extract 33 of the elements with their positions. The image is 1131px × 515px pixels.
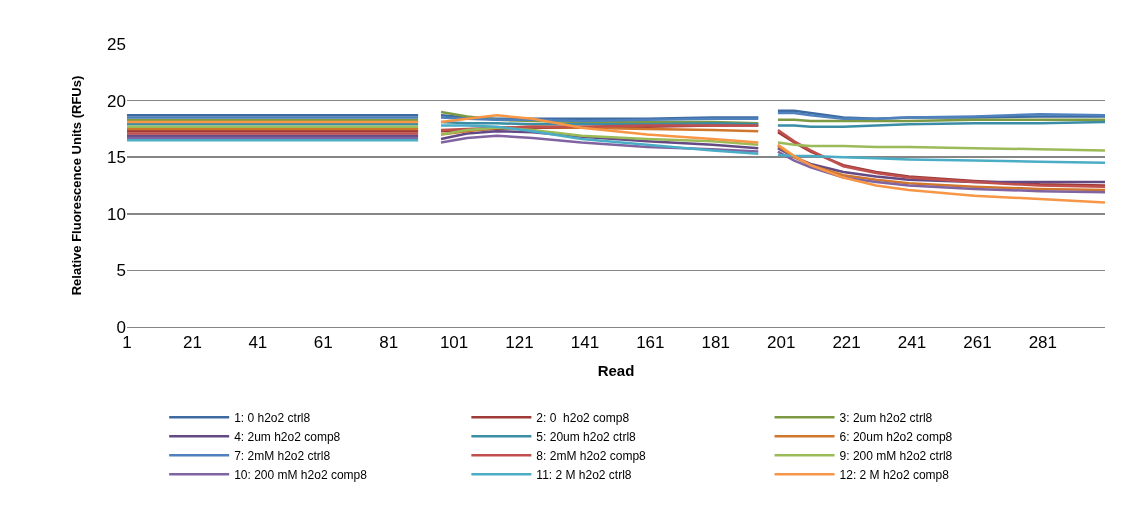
- legend-label: 5: 20um h2o2 ctrl8: [536, 430, 637, 445]
- legend-label: 11: 2 M h2o2 ctrl8: [536, 468, 632, 483]
- x-tick-label: 21: [182, 333, 202, 353]
- x-tick-label: 141: [570, 333, 600, 353]
- x-tick-label: 161: [636, 333, 665, 353]
- legend-label: 8: 2mM h2o2 comp8: [536, 449, 647, 464]
- y-tick-label: 5: [116, 261, 126, 281]
- y-tick-label: 20: [107, 91, 126, 111]
- y-tick-label: 15: [107, 148, 126, 168]
- x-tick-label: 261: [963, 333, 992, 353]
- x-axis-title: Read: [597, 362, 635, 380]
- y-axis-title: Relative Fluorescence Units (RFUs): [69, 75, 85, 296]
- x-tick-label: 221: [832, 333, 861, 353]
- y-tick-label: 10: [107, 204, 126, 224]
- x-tick-label: 201: [766, 333, 796, 353]
- legend-label: 7: 2mM h2o2 ctrl8: [234, 449, 331, 464]
- legend-label: 9: 200 mM h2o2 ctrl8: [839, 449, 953, 464]
- legend-label: 6: 20um h2o2 comp8: [839, 430, 953, 445]
- x-tick-label: 181: [701, 333, 730, 353]
- x-tick-label: 241: [897, 333, 927, 353]
- legend-label: 10: 200 mM h2o2 comp8: [234, 468, 368, 483]
- x-tick-label: 281: [1028, 333, 1058, 353]
- legend-label: 1: 0 h2o2 ctrl8: [234, 411, 311, 426]
- x-tick-label: 41: [248, 333, 268, 353]
- x-tick-label: 101: [439, 333, 469, 353]
- y-tick-label: 25: [107, 34, 126, 54]
- legend-label: 3: 2um h2o2 ctrl8: [839, 411, 933, 426]
- x-tick-label: 121: [505, 333, 534, 353]
- x-tick-label: 61: [313, 333, 333, 353]
- x-tick-label: 81: [379, 333, 399, 353]
- legend-label: 4: 2um h2o2 comp8: [234, 430, 341, 445]
- legend-label: 12: 2 M h2o2 comp8: [839, 468, 950, 483]
- legend-label: 2: 0 h2o2 comp8: [536, 411, 630, 426]
